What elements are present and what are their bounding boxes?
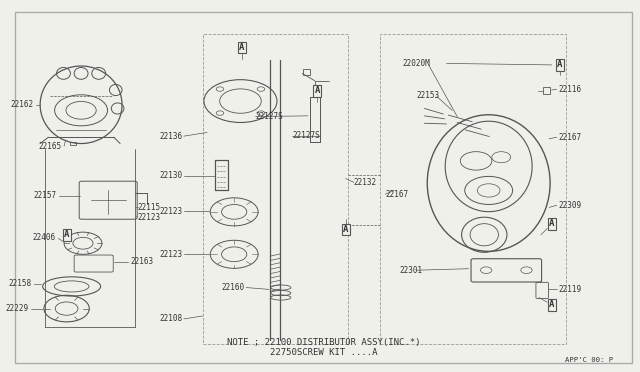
Text: 22020M: 22020M bbox=[403, 59, 430, 68]
Bar bbox=[380, 34, 566, 344]
Text: 22123: 22123 bbox=[159, 250, 182, 259]
Text: A: A bbox=[557, 60, 563, 70]
Text: 22167: 22167 bbox=[558, 133, 581, 142]
Text: 22108: 22108 bbox=[159, 314, 182, 323]
Text: 22750SCREW KIT ....A: 22750SCREW KIT ....A bbox=[270, 348, 378, 357]
Text: 22309: 22309 bbox=[558, 201, 581, 210]
Text: 22119: 22119 bbox=[558, 285, 581, 294]
Bar bbox=[203, 34, 348, 344]
Text: 22123: 22123 bbox=[138, 213, 161, 222]
Text: 22130: 22130 bbox=[159, 171, 182, 180]
Text: A: A bbox=[315, 86, 320, 95]
Text: 22406: 22406 bbox=[33, 233, 56, 242]
Text: A: A bbox=[64, 230, 69, 239]
Text: A: A bbox=[549, 300, 554, 310]
Text: 22127S: 22127S bbox=[292, 131, 320, 140]
Text: 22115: 22115 bbox=[138, 203, 161, 212]
Text: 22157: 22157 bbox=[33, 191, 56, 200]
Text: 22229: 22229 bbox=[6, 304, 29, 313]
Text: 22116: 22116 bbox=[558, 85, 581, 94]
Text: 22132: 22132 bbox=[354, 178, 377, 187]
Text: NOTE ; 22100 DISTRIBUTOR ASSY(INC.*): NOTE ; 22100 DISTRIBUTOR ASSY(INC.*) bbox=[227, 339, 420, 347]
Text: 22167: 22167 bbox=[385, 190, 408, 199]
Text: A: A bbox=[239, 43, 244, 52]
Text: 22160: 22160 bbox=[221, 283, 245, 292]
Text: 22165: 22165 bbox=[38, 142, 61, 151]
Text: APP'C 00: P: APP'C 00: P bbox=[565, 356, 613, 363]
Text: 22153: 22153 bbox=[417, 91, 440, 100]
Text: A: A bbox=[549, 219, 554, 228]
Text: 22123: 22123 bbox=[159, 206, 182, 216]
Text: 22136: 22136 bbox=[159, 132, 182, 141]
Bar bbox=[303, 68, 310, 75]
Text: 22127S: 22127S bbox=[255, 112, 284, 121]
Text: 22163: 22163 bbox=[131, 257, 154, 266]
Bar bbox=[70, 142, 76, 145]
Text: 22158: 22158 bbox=[8, 279, 31, 288]
Text: 22162: 22162 bbox=[11, 100, 34, 109]
Bar bbox=[543, 87, 550, 94]
Text: 22301: 22301 bbox=[399, 266, 422, 275]
Text: A: A bbox=[343, 225, 348, 234]
